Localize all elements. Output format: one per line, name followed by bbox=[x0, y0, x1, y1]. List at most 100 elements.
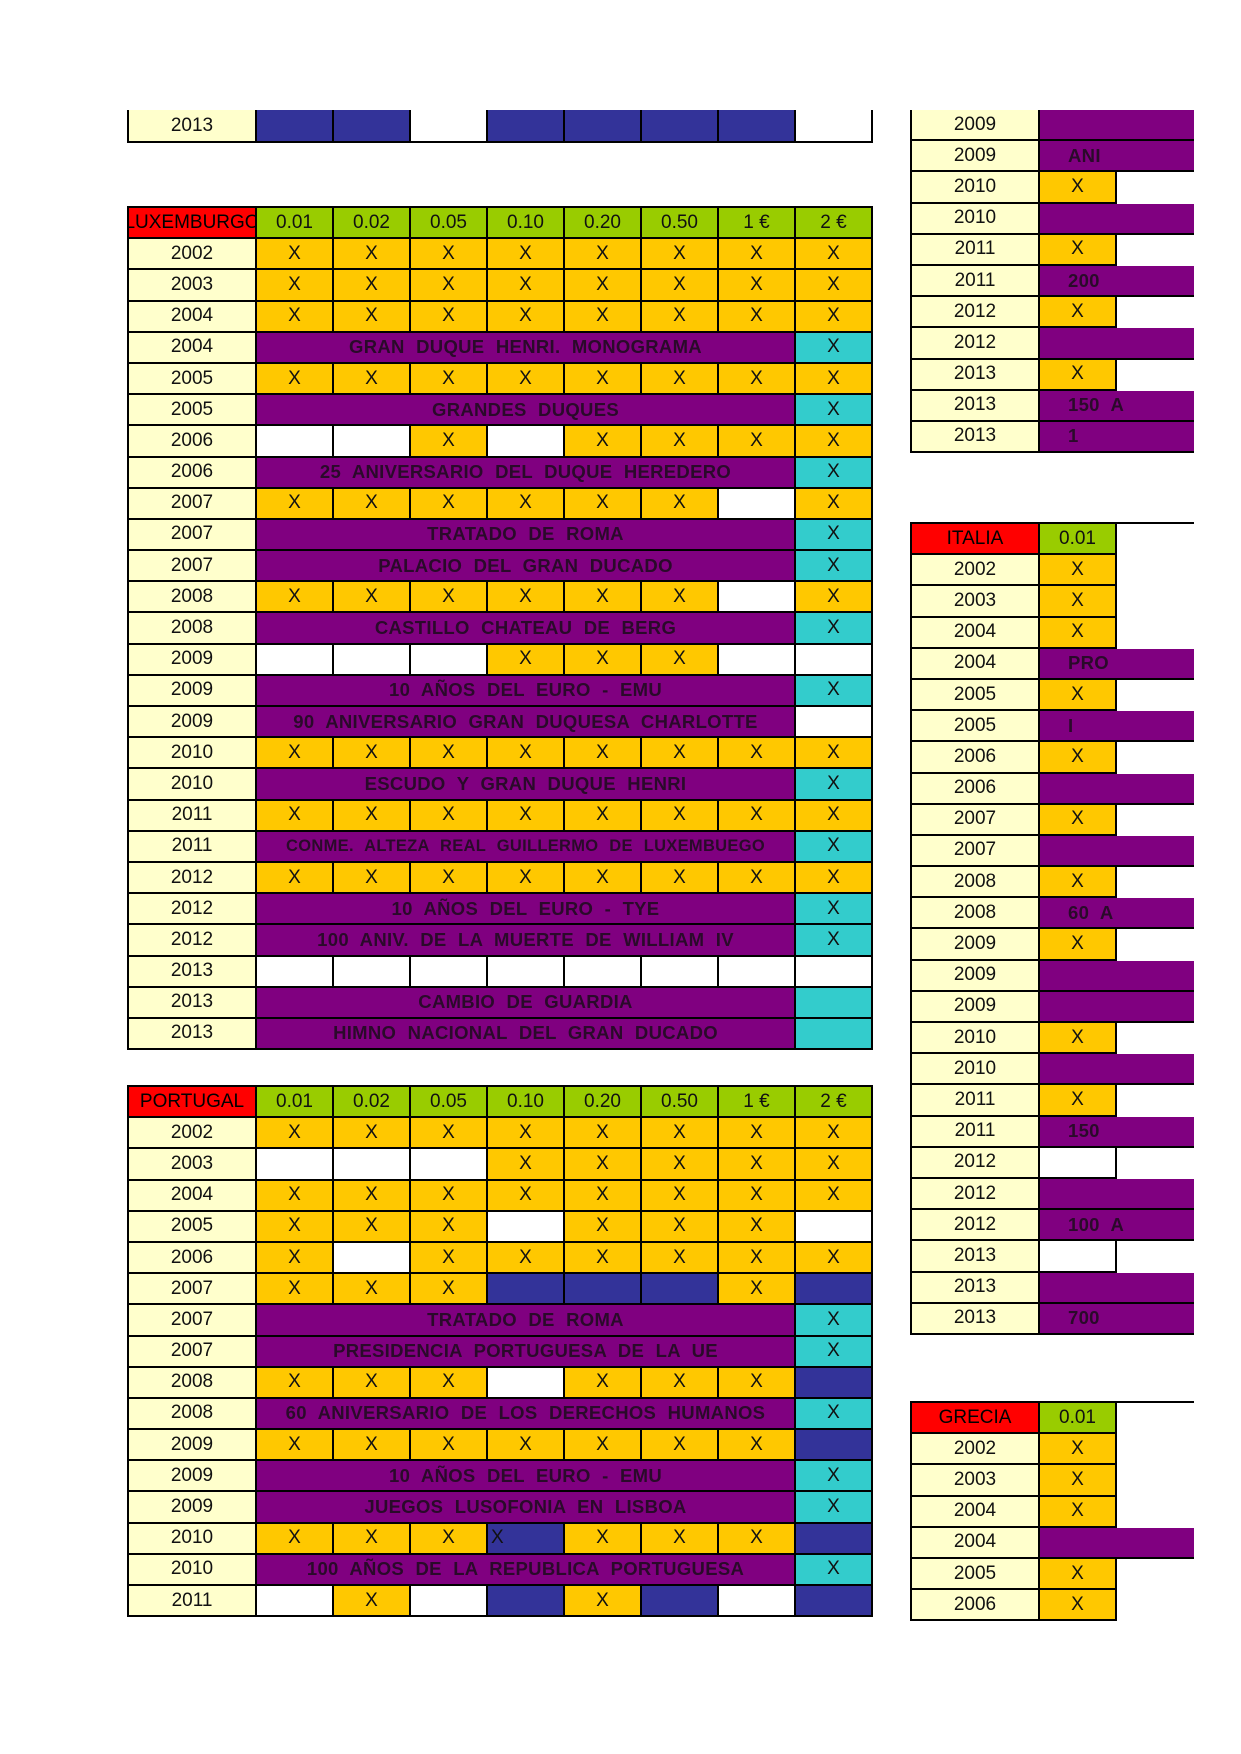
coin-cell: X bbox=[642, 363, 719, 396]
coin-cell: X bbox=[719, 1274, 796, 1306]
commemorative-cell: GRANDES DUQUES bbox=[257, 395, 796, 427]
year-cell: 2004 bbox=[912, 1527, 1040, 1559]
coin-cell: X bbox=[411, 1118, 488, 1150]
year-cell: 2004 bbox=[129, 332, 257, 364]
coin-cell: X bbox=[565, 239, 642, 271]
empty-cell bbox=[1117, 804, 1194, 836]
empty-cell bbox=[1117, 234, 1194, 266]
year-cell: 2009 bbox=[912, 991, 1040, 1023]
year-cell: 2008 bbox=[129, 1367, 257, 1399]
commemorative-cell: TRATADO DE ROMA bbox=[257, 1305, 796, 1337]
coin-cell bbox=[642, 1274, 719, 1306]
coin-cell bbox=[488, 1367, 565, 1399]
coin-cell bbox=[642, 956, 719, 988]
coin-cell: X bbox=[257, 1274, 334, 1306]
coin-cell bbox=[411, 1586, 488, 1618]
year-cell: 2003 bbox=[129, 270, 257, 302]
coin-cell: X bbox=[1040, 1558, 1117, 1591]
coin-cell bbox=[796, 956, 873, 988]
coin-cell bbox=[334, 1242, 411, 1275]
coin-cell: X bbox=[488, 800, 565, 832]
coin-cell: X bbox=[334, 1118, 411, 1150]
year-cell: 2012 bbox=[912, 1178, 1040, 1211]
coin-cell: X bbox=[411, 301, 488, 333]
commemorative-cell: TRATADO DE ROMA bbox=[257, 519, 796, 552]
year-cell: 2002 bbox=[912, 1434, 1040, 1466]
coin-cell: X bbox=[257, 1180, 334, 1212]
coin-cell: X bbox=[565, 1586, 642, 1618]
coin-cell bbox=[411, 110, 488, 143]
coin-cell bbox=[565, 1274, 642, 1306]
coin-cell: X bbox=[719, 1211, 796, 1243]
commemorative-cell: CAMBIO DE GUARDIA bbox=[257, 987, 796, 1019]
coin-cell: X bbox=[1040, 1590, 1117, 1622]
year-cell: 2003 bbox=[912, 586, 1040, 618]
coin-cell bbox=[334, 426, 411, 458]
coin-cell: X bbox=[719, 1430, 796, 1462]
year-cell: 2004 bbox=[129, 1180, 257, 1212]
coin-cell: X bbox=[796, 1242, 873, 1275]
two-euro-cell: X bbox=[796, 332, 873, 364]
year-cell: 2004 bbox=[912, 648, 1040, 680]
commemorative-cell bbox=[1040, 110, 1194, 142]
coin-cell: X bbox=[1040, 742, 1117, 774]
commemorative-cell: 10 AÑOS DEL EURO - EMU bbox=[257, 675, 796, 707]
commemorative-cell: GRAN DUQUE HENRI. MONOGRAMA bbox=[257, 332, 796, 364]
coin-cell: X bbox=[334, 1274, 411, 1306]
coin-cell: X bbox=[719, 862, 796, 895]
grecia-table: GRECIA 0.01 2002 X 2003 X 2004 X 2004 2005 X 2006 X bbox=[910, 1401, 1194, 1622]
year-cell: 2007 bbox=[129, 1336, 257, 1368]
coin-cell bbox=[257, 1149, 334, 1181]
year-cell: 2003 bbox=[912, 1465, 1040, 1497]
coin-cell: X bbox=[257, 1242, 334, 1275]
two-euro-cell bbox=[796, 707, 873, 739]
year-cell: 2013 bbox=[129, 987, 257, 1019]
coin-cell: X bbox=[1040, 1434, 1117, 1466]
year-cell: 2002 bbox=[129, 1118, 257, 1150]
coin-cell: X bbox=[565, 1118, 642, 1150]
coin-cell: X bbox=[488, 1118, 565, 1150]
coin-cell: X bbox=[565, 270, 642, 302]
year-cell: 2003 bbox=[129, 1149, 257, 1181]
denomination-header: 0.50 bbox=[642, 208, 719, 240]
empty-cell bbox=[1117, 1496, 1194, 1528]
year-cell: 2013 bbox=[912, 1303, 1040, 1335]
denomination-header: 0.01 bbox=[257, 208, 334, 240]
year-cell: 2009 bbox=[129, 644, 257, 676]
coin-cell: X bbox=[1040, 867, 1117, 899]
denomination-header: 0.05 bbox=[411, 1087, 488, 1119]
two-euro-cell bbox=[796, 987, 873, 1019]
year-cell: 2009 bbox=[129, 707, 257, 739]
year-cell: 2011 bbox=[129, 831, 257, 863]
commemorative-cell bbox=[1040, 1178, 1194, 1211]
coin-cell: X bbox=[488, 488, 565, 520]
empty-cell bbox=[1117, 1558, 1194, 1591]
coin-cell: X bbox=[719, 1523, 796, 1555]
coin-cell: X bbox=[1040, 1085, 1117, 1117]
coin-cell: X bbox=[565, 582, 642, 614]
denomination-header: 0.01 bbox=[1040, 524, 1117, 556]
coin-cell: X bbox=[257, 270, 334, 302]
coin-cell: X bbox=[411, 363, 488, 396]
coin-cell bbox=[796, 110, 873, 143]
denomination-header: 0.50 bbox=[642, 1087, 719, 1119]
coin-cell bbox=[796, 1274, 873, 1306]
coin-cell: X bbox=[719, 1367, 796, 1399]
coin-cell: X bbox=[1040, 1465, 1117, 1497]
commemorative-cell bbox=[1040, 1054, 1194, 1086]
year-cell: 2012 bbox=[912, 297, 1040, 329]
denomination-header: 0.01 bbox=[257, 1087, 334, 1119]
coin-cell: X bbox=[1040, 234, 1117, 266]
year-cell: 2012 bbox=[912, 328, 1040, 360]
denomination-header: 0.02 bbox=[334, 1087, 411, 1119]
empty-cell bbox=[1117, 617, 1194, 649]
commemorative-cell: 100 AÑOS DE LA REPUBLICA PORTUGUESA bbox=[257, 1554, 796, 1586]
country-label: PORTUGAL bbox=[129, 1087, 257, 1119]
coin-cell: X bbox=[334, 862, 411, 895]
commemorative-cell: CONME. ALTEZA REAL GUILLERMO DE LUXEMBUE… bbox=[257, 831, 796, 863]
year-cell: 2011 bbox=[129, 800, 257, 832]
coin-cell: X bbox=[565, 1149, 642, 1181]
portugal-table: PORTUGAL 0.01 0.02 0.05 0.10 0.20 0.50 1 €2 € 20… bbox=[127, 1085, 873, 1618]
two-euro-cell: X bbox=[796, 519, 873, 552]
two-euro-cell: X bbox=[796, 1492, 873, 1524]
